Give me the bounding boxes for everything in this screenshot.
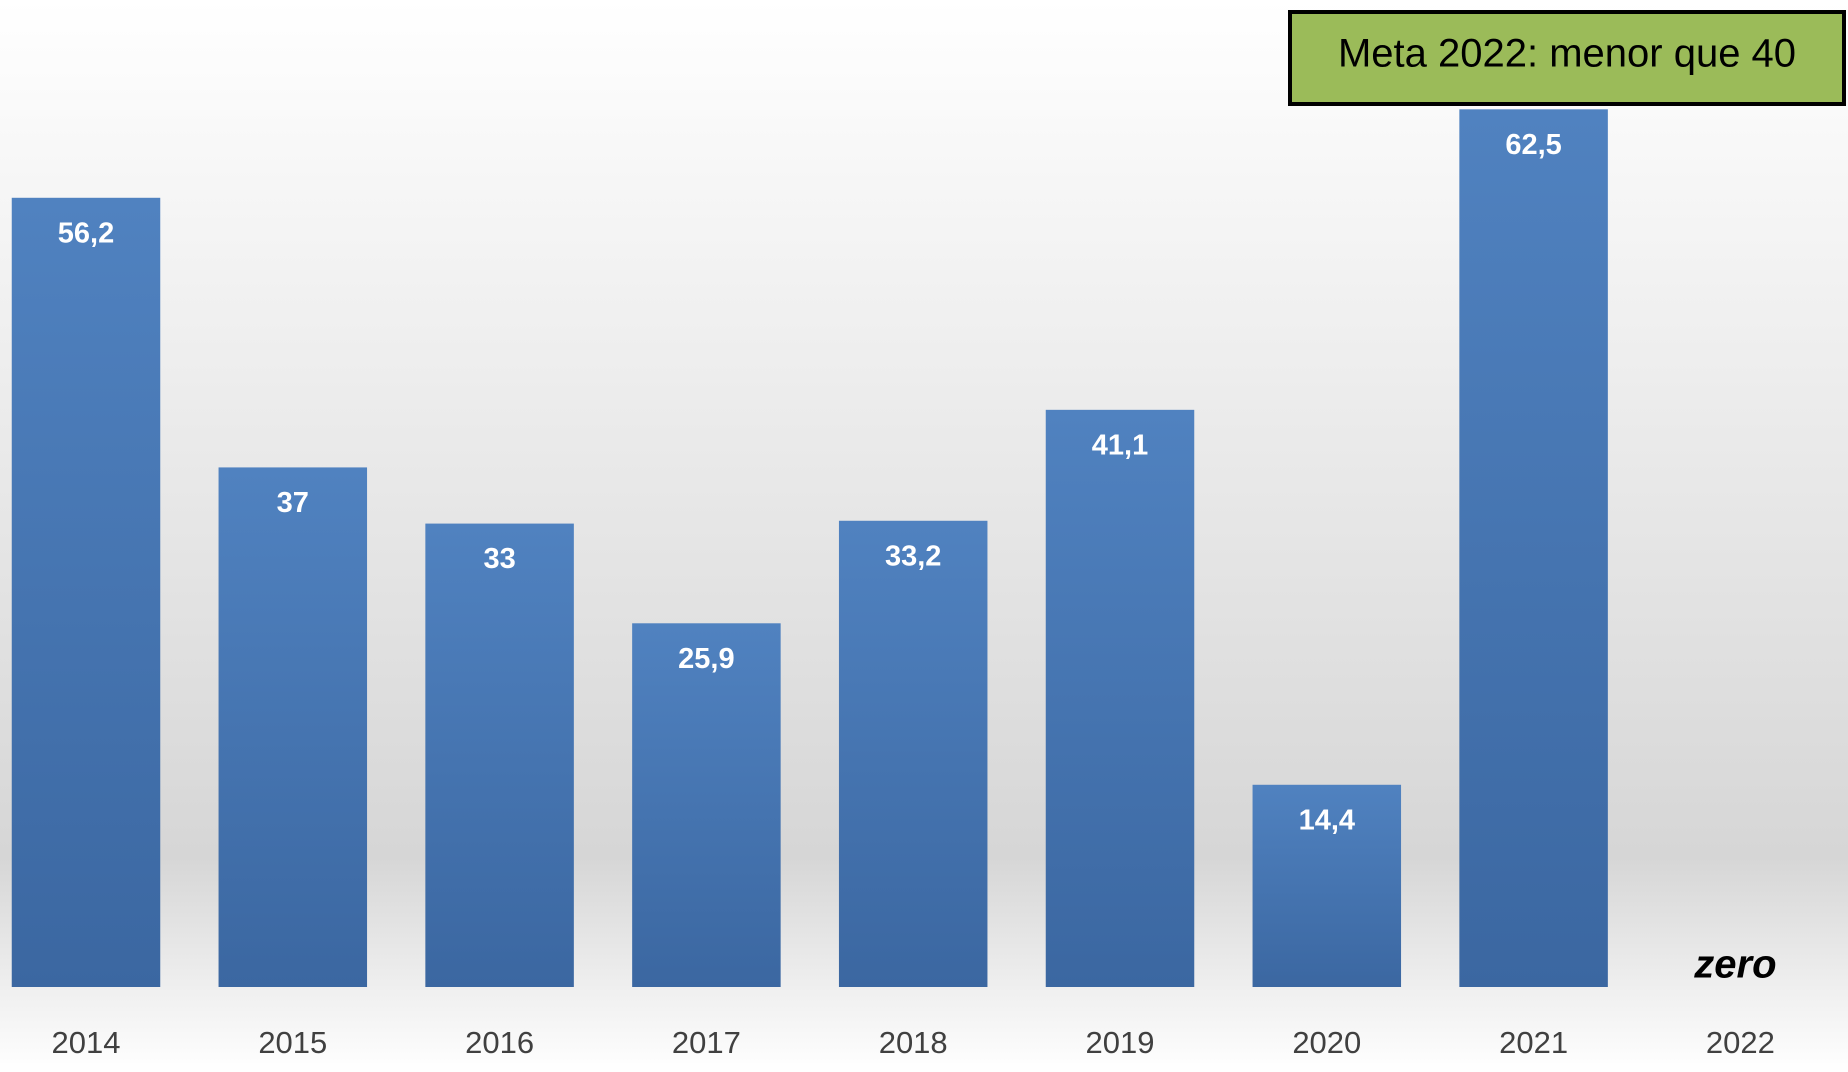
x-tick-label: 2015	[258, 1025, 327, 1060]
x-tick-label: 2019	[1086, 1025, 1155, 1060]
data-label: 37	[277, 487, 309, 519]
bar	[11, 197, 161, 987]
bar	[632, 623, 781, 987]
bar	[838, 520, 988, 987]
data-label: 56,2	[58, 217, 114, 249]
annotation-box	[1288, 10, 1846, 106]
bar	[1252, 784, 1402, 987]
x-tick-label: 2014	[52, 1025, 121, 1060]
x-tick-label: 2018	[879, 1025, 948, 1060]
data-label: 25,9	[678, 643, 734, 675]
bar	[218, 467, 368, 987]
data-label: zero	[1693, 943, 1776, 987]
data-label: 41,1	[1092, 429, 1148, 461]
data-label: 14,4	[1299, 804, 1355, 836]
data-label: 33	[483, 543, 515, 575]
x-tick-label: 2020	[1292, 1025, 1361, 1060]
x-tick-label: 2017	[672, 1025, 741, 1060]
x-tick-label: 2022	[1706, 1025, 1775, 1060]
x-tick-label: 2021	[1499, 1025, 1568, 1060]
bar	[1045, 409, 1195, 987]
data-label: 62,5	[1505, 129, 1561, 161]
bar	[1459, 109, 1608, 988]
annotation: Meta 2022: menor que 40	[1338, 32, 1796, 76]
x-tick-label: 2016	[465, 1025, 534, 1060]
bar	[425, 523, 574, 987]
data-label: 33,2	[885, 540, 941, 572]
